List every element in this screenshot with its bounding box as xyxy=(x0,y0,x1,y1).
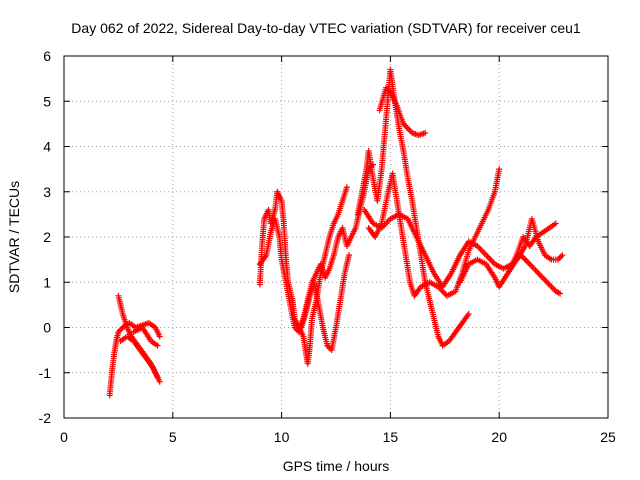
data-series xyxy=(354,66,472,349)
data-point xyxy=(156,378,163,385)
data-series xyxy=(106,319,163,399)
data-series xyxy=(130,324,161,349)
data-point xyxy=(156,333,163,340)
data-point xyxy=(422,129,429,136)
data-point xyxy=(559,252,566,259)
y-tick-label: 2 xyxy=(43,229,51,245)
data-point xyxy=(552,220,559,227)
data-point xyxy=(346,252,353,259)
data-series xyxy=(365,166,503,299)
y-tick-label: 6 xyxy=(43,48,51,64)
data-point xyxy=(154,342,161,349)
x-tick-label: 20 xyxy=(491,429,507,445)
y-tick-label: 0 xyxy=(43,320,51,336)
y-tick-label: 3 xyxy=(43,184,51,200)
x-tick-label: 0 xyxy=(60,429,68,445)
y-tick-label: 4 xyxy=(43,139,51,155)
y-tick-label: 1 xyxy=(43,274,51,290)
x-tick-label: 10 xyxy=(274,429,290,445)
data-series xyxy=(376,84,429,139)
data-series xyxy=(298,252,353,354)
axis-ticks: 0 5 10 15 20 25 -2 -1 0 1 2 3 4 5 6 xyxy=(39,48,616,445)
data-point xyxy=(557,290,564,297)
data-series xyxy=(507,220,559,272)
x-tick-label: 5 xyxy=(169,429,177,445)
y-axis-label: SDTVAR / TECUs xyxy=(6,181,22,293)
x-tick-label: 25 xyxy=(600,429,616,445)
data-series xyxy=(117,333,163,385)
data-point xyxy=(343,184,350,191)
y-tick-label: 5 xyxy=(43,93,51,109)
y-tick-label: -2 xyxy=(39,410,52,426)
data-series xyxy=(361,206,564,297)
data-point xyxy=(465,310,472,317)
chart-title: Day 062 of 2022, Sidereal Day-to-day VTE… xyxy=(71,20,581,36)
data-point xyxy=(496,166,503,173)
x-axis-label: GPS time / hours xyxy=(283,458,390,474)
y-tick-label: -1 xyxy=(39,365,52,381)
x-tick-label: 15 xyxy=(383,429,399,445)
data-marks xyxy=(106,66,566,399)
